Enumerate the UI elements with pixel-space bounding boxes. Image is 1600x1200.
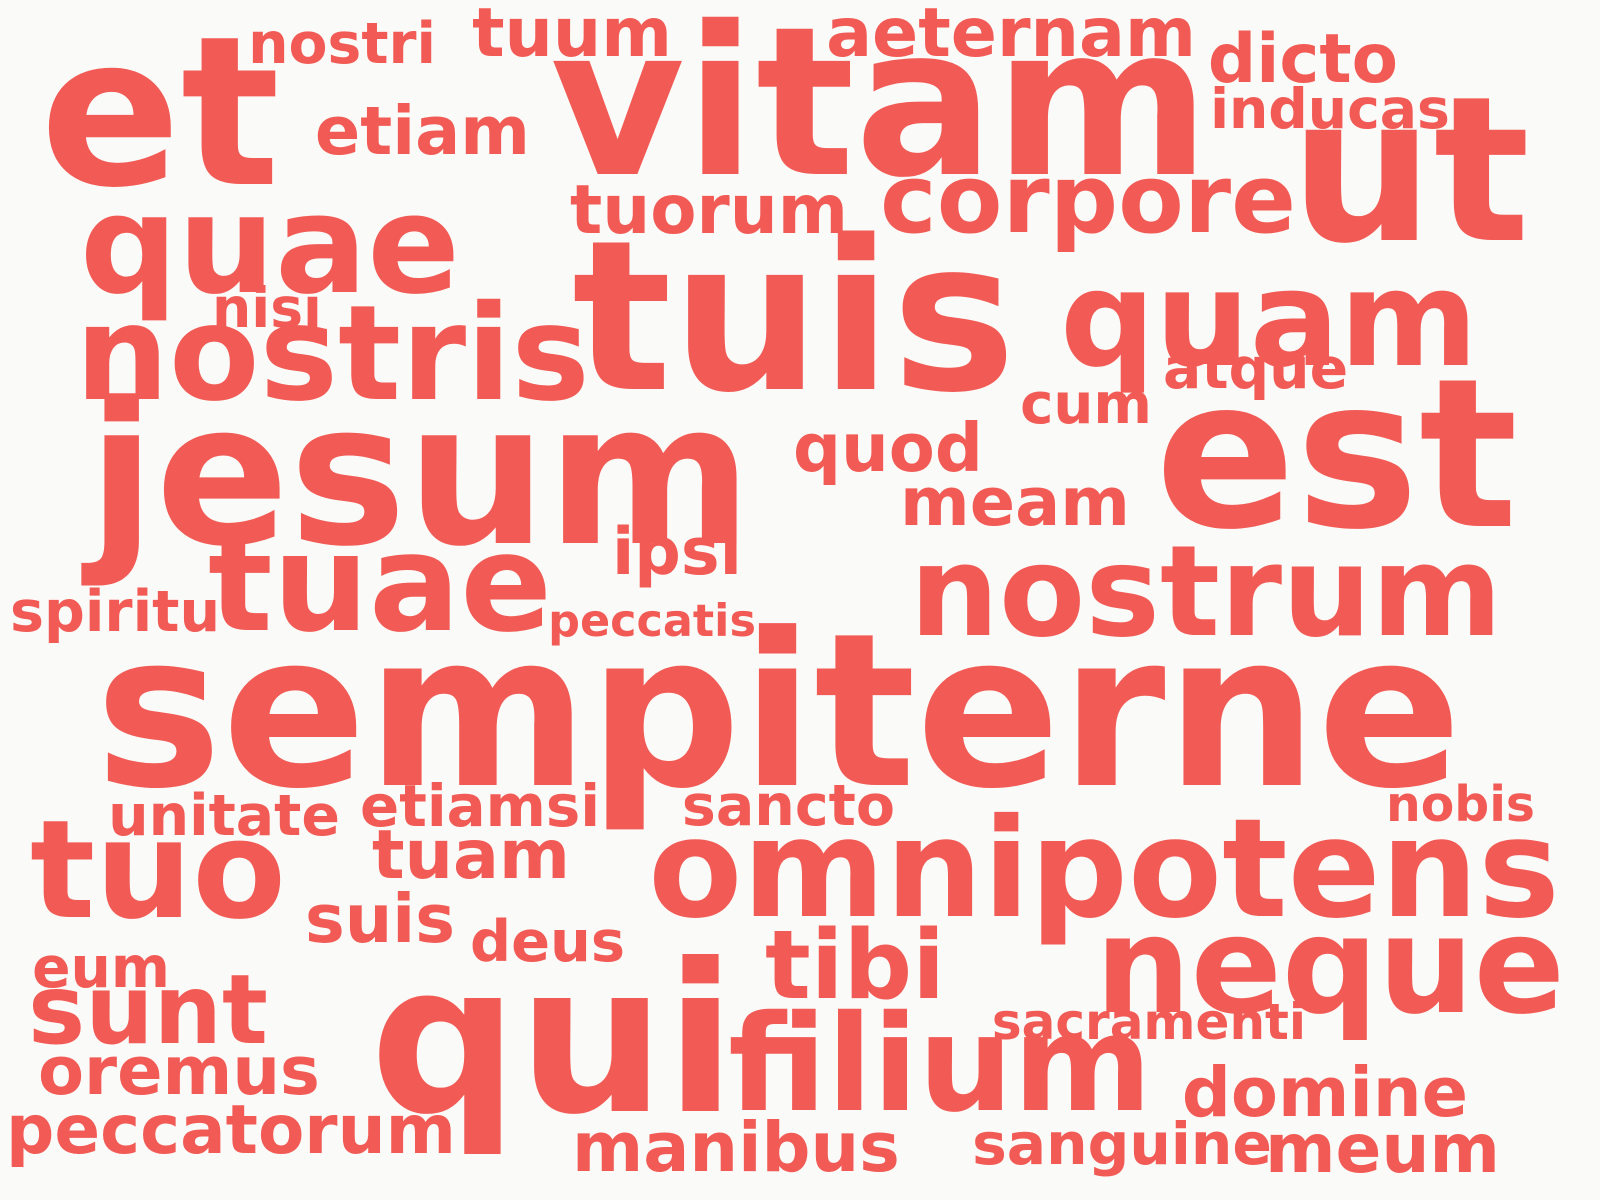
word-etiam: etiam <box>314 91 530 170</box>
word-spiritu: spiritu <box>10 578 221 645</box>
word-sempiterne: sempiterne <box>95 587 1462 836</box>
word-oremus: oremus <box>38 1031 320 1110</box>
word-sacramenti: sacramenti <box>991 993 1307 1051</box>
word-sunt: sunt <box>28 954 268 1066</box>
word-meam: meam <box>900 462 1130 541</box>
word-nobis: nobis <box>1386 775 1535 833</box>
word-tuum: tuum <box>472 0 672 73</box>
word-quam: quam <box>1060 242 1478 397</box>
word-manibus: manibus <box>572 1108 900 1188</box>
word-corpore: corpore <box>880 143 1296 256</box>
word-neque: neque <box>1095 887 1565 1045</box>
word-est: est <box>1155 334 1518 576</box>
word-suis: suis <box>305 879 455 958</box>
word-etiamsi: etiamsi <box>360 772 601 841</box>
word-quod: quod <box>793 408 983 487</box>
word-peccatis: peccatis <box>548 595 756 647</box>
word-tuo: tuo <box>30 790 286 950</box>
word-sanguine: sanguine <box>972 1109 1272 1178</box>
word-et: et <box>40 0 281 234</box>
word-tuae: tuae <box>208 504 553 663</box>
word-nisi: nisi <box>212 277 322 342</box>
word-tuis: tuis <box>572 195 1016 439</box>
word-qui: qui <box>370 918 736 1160</box>
word-sancto: sancto <box>681 772 896 839</box>
word-dicto: dicto <box>1207 19 1398 99</box>
word-aeternam: aeternam <box>826 0 1196 73</box>
word-ipsi: ipsi <box>612 514 742 590</box>
word-nostrum: nostrum <box>909 517 1503 665</box>
word-tibi: tibi <box>765 908 946 1021</box>
word-ut: ut <box>1290 53 1530 289</box>
word-cum: cum <box>1020 371 1152 437</box>
word-tuam: tuam <box>372 816 570 895</box>
word-atque: atque <box>1163 335 1349 402</box>
word-inducas: inducas <box>1210 78 1450 143</box>
word-peccatorum: peccatorum <box>6 1090 456 1170</box>
word-unitate: unitate <box>108 782 340 849</box>
word-omnipotens: omnipotens <box>648 789 1560 949</box>
word-meum: meum <box>1265 1109 1500 1189</box>
word-eum: eum <box>32 935 170 1002</box>
word-vitam: vitam <box>550 0 1210 223</box>
word-quae: quae <box>79 166 460 326</box>
word-nostri: nostri <box>248 10 436 77</box>
word-jesum: jesum <box>87 360 753 590</box>
word-domine: domine <box>1181 1052 1469 1133</box>
word-deus: deus <box>470 908 626 976</box>
word-filium: filium <box>728 987 1152 1143</box>
word-tuorum: tuorum <box>570 170 848 250</box>
word-nostris: nostris <box>75 278 590 431</box>
